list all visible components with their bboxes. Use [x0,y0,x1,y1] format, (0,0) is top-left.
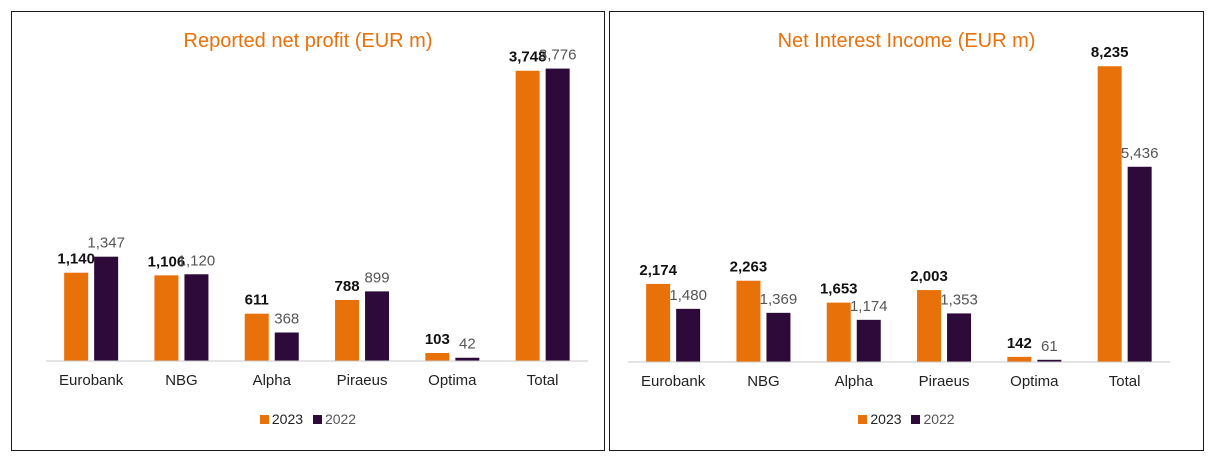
x-tick-label-piraeus: Piraeus [919,373,970,390]
data-label-2022-nbg: 1,369 [760,291,798,308]
legend-label-2022: 2022 [923,411,955,427]
data-label-2022-optima: 61 [1041,338,1058,355]
bar-2023-optima [425,353,450,361]
bar-2022-piraeus [365,291,390,361]
bar-2022-total [1127,166,1152,362]
bar-2022-optima [455,357,480,361]
legend-label-2022: 2022 [324,411,357,427]
legend-item-2022: 2022 [312,411,357,427]
legend-label-2023: 2023 [271,411,304,427]
data-label-2022-piraeus: 1,353 [940,291,978,308]
legend-item-2022: 2022 [911,411,955,427]
data-label-2022-alpha: 368 [274,311,299,328]
legend-swatch-2022 [312,415,322,424]
chart-title: Net Interest Income (EUR m) [777,30,1036,52]
data-label-2023-alpha: 1,653 [820,281,858,298]
bar-2022-total [545,68,570,362]
data-label-2023-eurobank: 2,174 [639,262,677,279]
x-tick-label-optima: Optima [428,372,477,389]
legend-swatch-2022 [911,415,921,424]
bar-2022-nbg [184,274,209,361]
data-label-2023-optima: 103 [425,331,450,348]
legend-swatch-2023 [858,415,868,424]
x-tick-label-total: Total [527,372,559,389]
data-label-2022-piraeus: 899 [365,269,390,286]
data-label-2022-alpha: 1,174 [850,298,888,315]
data-label-2023-piraeus: 788 [335,278,360,295]
chart-legend: 2023 2022 [12,411,604,427]
chart-title: Reported net profit (EUR m) [183,30,433,52]
bar-2023-piraeus [335,299,360,361]
x-tick-label-eurobank: Eurobank [59,372,124,389]
net-interest-income-chart-panel: Net Interest Income (EUR m) 2,174 1,480 Eu… [609,11,1204,451]
data-label-2022-optima: 42 [459,336,476,353]
data-label-2023-nbg: 1,106 [148,253,186,270]
bar-2023-alpha [826,302,851,362]
legend-label-2023: 2023 [870,411,902,427]
data-label-2022-nbg: 1,120 [178,252,216,269]
data-label-2023-nbg: 2,263 [730,259,768,276]
x-tick-label-optima: Optima [1010,373,1059,390]
bar-2022-alpha [274,332,299,361]
bar-2023-alpha [244,313,269,361]
data-label-2022-total: 5,436 [1121,145,1159,162]
data-label-2023-optima: 142 [1007,335,1032,352]
data-label-2022-eurobank: 1,480 [669,287,707,304]
legend-swatch-2023 [259,415,269,424]
bar-2023-optima [1007,356,1032,362]
bar-2022-nbg [766,312,791,362]
bar-2023-total [515,70,540,361]
net-interest-income-chart: 2,174 1,480 Eurobank 2,263 1,369 NBG 1,6531,17… [628,44,1170,390]
x-tick-label-alpha: Alpha [253,372,292,389]
x-tick-label-eurobank: Eurobank [641,373,706,390]
data-label-2022-total: 3,776 [539,47,577,64]
data-label-2023-alpha: 611 [245,292,269,309]
bar-2023-total [1097,66,1122,362]
x-tick-label-nbg: NBG [165,372,198,389]
bar-2022-eurobank [94,256,119,361]
bar-2022-piraeus [947,313,972,362]
bar-2023-nbg [154,275,179,361]
net-profit-chart-panel: Reported net profit (EUR m) 1,140 1,347 Eu… [11,11,605,451]
bar-2023-nbg [736,280,761,362]
bar-2023-eurobank [64,272,89,361]
bar-2023-eurobank [646,283,671,362]
bar-2022-eurobank [676,308,701,362]
legend-item-2023: 2023 [858,411,902,427]
data-label-2023-piraeus: 2,003 [910,268,948,285]
x-tick-label-nbg: NBG [747,373,780,390]
data-label-2023-eurobank: 1,140 [57,251,95,268]
bar-2023-piraeus [917,290,942,362]
x-tick-label-total: Total [1109,373,1141,390]
bar-2022-optima [1037,359,1062,362]
data-label-2022-eurobank: 1,347 [87,235,125,252]
bar-2022-alpha [856,319,881,362]
x-tick-label-piraeus: Piraeus [337,372,388,389]
chart-legend: 2023 2022 [610,411,1203,427]
data-label-2023-total: 8,235 [1091,44,1129,61]
legend-item-2023: 2023 [259,411,304,427]
data-label-2023-total: 3,748 [509,49,547,66]
x-tick-label-alpha: Alpha [835,373,874,390]
